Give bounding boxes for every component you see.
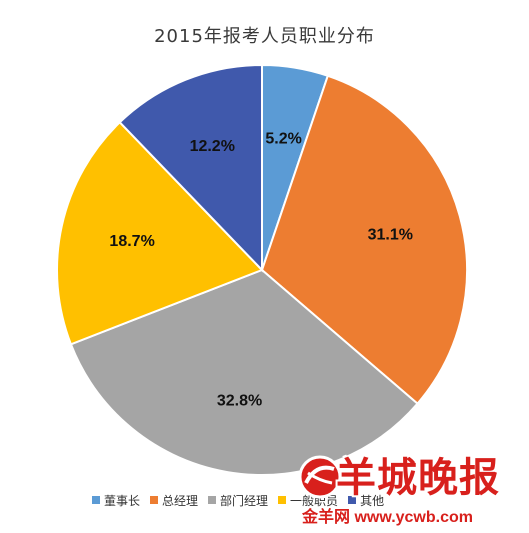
pie-data-label-2: 31.1% <box>368 226 413 243</box>
legend-item-1: 董事长 <box>92 492 140 509</box>
newspaper-name: 羊城晚报 <box>336 454 500 501</box>
legend-swatch-icon <box>150 496 159 504</box>
pie-slice-5 <box>118 63 263 273</box>
newspaper-website: 金羊网 www.ycwb.com <box>302 509 473 526</box>
pie-slices <box>56 63 468 476</box>
pie-labels: 5.2% 31.1% 32.8% 18.7% 12.2% <box>109 130 413 409</box>
legend-swatch-icon <box>208 496 217 504</box>
legend-label: 部门经理 <box>220 493 269 508</box>
chart-title: 2015年报考人员职业分布 <box>154 26 375 47</box>
legend-label: 总经理 <box>162 493 199 508</box>
pie-slice-3 <box>69 268 419 476</box>
legend-item-5: 其他 <box>348 492 384 509</box>
legend-swatch-icon <box>92 496 100 504</box>
pie-data-label-4: 18.7% <box>109 233 154 250</box>
pie-data-label-5: 12.2% <box>190 138 235 155</box>
legend-swatch-icon <box>348 496 357 504</box>
newspaper-logo-icon <box>298 455 342 499</box>
legend-item-2: 总经理 <box>150 492 198 509</box>
legend-label: 其他 <box>360 493 385 508</box>
pie-slice-2 <box>260 74 468 406</box>
legend-swatch-icon <box>278 496 287 504</box>
pie-data-label-3: 32.8% <box>217 393 262 410</box>
legend-label: 董事长 <box>104 493 141 508</box>
pie-data-label-1: 5.2% <box>265 130 301 147</box>
pie-slice-4 <box>56 120 264 346</box>
legend-item-3: 部门经理 <box>208 492 268 509</box>
newspaper-watermark: 羊城晚报 金羊网 www.ycwb.com <box>292 445 524 527</box>
